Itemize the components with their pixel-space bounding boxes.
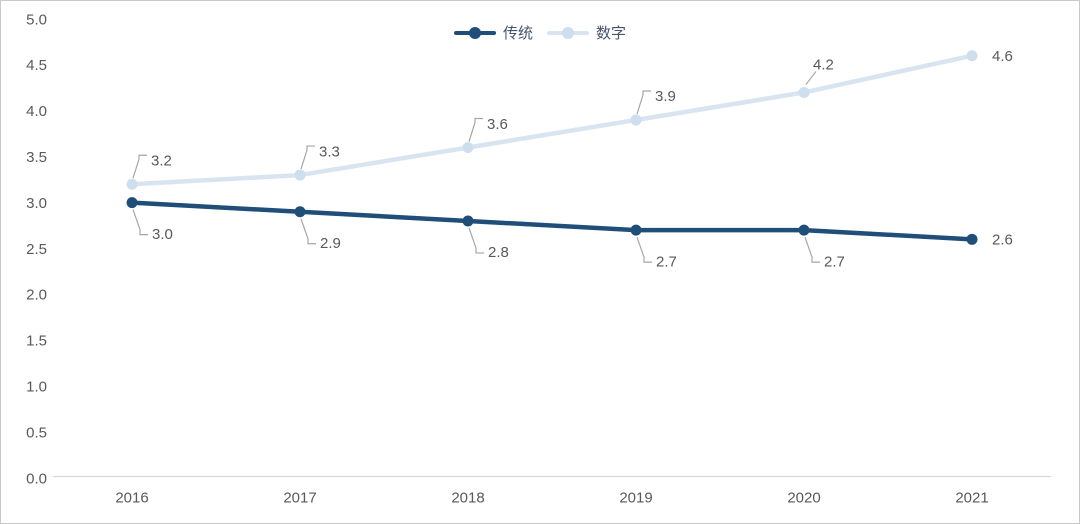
data-label-leader (132, 209, 148, 236)
legend-item-traditional: 传统 (453, 22, 533, 43)
x-tick-label: 2021 (955, 489, 988, 506)
data-label: 3.9 (655, 88, 676, 105)
data-label: 3.3 (319, 143, 340, 160)
series-marker-1 (630, 114, 642, 126)
data-label-leader (804, 236, 820, 263)
chart-legend: 传统 数字 (1, 22, 1079, 43)
data-label: 2.9 (320, 235, 341, 252)
data-label-leader (636, 90, 651, 115)
data-label: 3.6 (487, 116, 508, 133)
series-marker-1 (462, 142, 474, 154)
series-marker-0 (462, 215, 474, 227)
series-marker-1 (798, 86, 810, 98)
data-label-leader (300, 218, 316, 245)
data-label: 3.2 (151, 152, 172, 169)
data-label: 2.6 (992, 232, 1013, 249)
x-tick-label: 2016 (115, 489, 148, 506)
y-tick-label: 0.0 (26, 470, 47, 487)
data-label: 4.2 (813, 57, 834, 74)
series-marker-0 (126, 197, 138, 209)
data-label-leader (300, 145, 315, 170)
y-tick-label: 2.0 (26, 287, 47, 304)
series-marker-0 (966, 233, 978, 245)
legend-label-digital: 数字 (596, 25, 627, 42)
legend-swatch-digital-icon (547, 26, 589, 39)
y-tick-label: 2.5 (26, 241, 47, 258)
legend-label-traditional: 传统 (502, 25, 533, 42)
series-marker-1 (126, 178, 138, 190)
y-tick-label: 3.5 (26, 149, 47, 166)
y-tick-label: 3.0 (26, 195, 47, 212)
data-label-leader (132, 154, 147, 179)
data-label: 3.0 (152, 226, 173, 243)
y-tick-label: 1.0 (26, 378, 47, 395)
series-marker-0 (630, 224, 642, 236)
data-label-leader (468, 117, 483, 142)
series-marker-1 (294, 169, 306, 181)
x-tick-label: 2018 (451, 489, 484, 506)
x-tick-label: 2020 (787, 489, 820, 506)
x-tick-label: 2019 (619, 489, 652, 506)
legend-item-digital: 数字 (547, 22, 626, 43)
data-label-leader (468, 227, 484, 254)
data-label-leader (805, 71, 817, 85)
data-label: 4.6 (992, 48, 1013, 65)
y-tick-label: 4.5 (26, 57, 47, 74)
y-tick-label: 5.0 (26, 11, 47, 28)
series-line-0 (129, 200, 975, 242)
data-label-leader (636, 236, 652, 263)
data-label: 2.7 (656, 253, 677, 270)
series-marker-0 (798, 224, 810, 236)
series-marker-1 (966, 50, 978, 62)
y-tick-label: 1.5 (26, 333, 47, 350)
series-marker-0 (294, 206, 306, 218)
legend-swatch-traditional-icon (453, 26, 496, 39)
series-line-1 (129, 53, 975, 187)
data-label: 2.7 (824, 253, 845, 270)
data-label: 2.8 (488, 244, 509, 261)
y-tick-label: 0.5 (26, 424, 47, 441)
x-tick-label: 2017 (283, 489, 316, 506)
y-tick-label: 4.0 (26, 103, 47, 120)
